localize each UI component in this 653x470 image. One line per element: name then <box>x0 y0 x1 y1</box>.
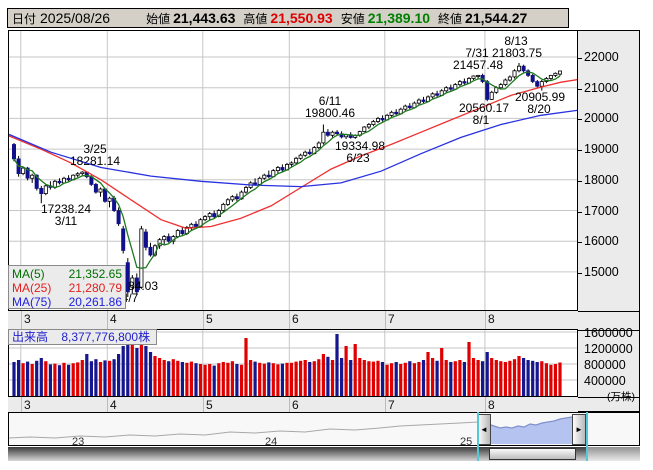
ma25-label: MA(25) <box>12 281 52 295</box>
range-guide-left <box>477 412 479 461</box>
overview-chart <box>9 416 573 444</box>
volume-tick-label: 1200000 <box>584 342 633 356</box>
year-label: 24 <box>265 436 278 448</box>
open-label: 始値 <box>146 11 171 26</box>
price-tick-label: 21000 <box>584 81 619 95</box>
open-value: 21,443.63 <box>173 10 236 26</box>
volume-label: 出来高 <box>12 330 49 344</box>
axis-divider <box>578 330 640 331</box>
volume-chart <box>9 330 577 396</box>
ma5-value: 21,352.65 <box>68 267 122 281</box>
range-guide-right <box>586 412 588 461</box>
month-gridline <box>107 311 108 329</box>
axis-divider <box>578 311 640 312</box>
month-label: 6 <box>292 398 299 412</box>
ma75-row: MA(75) 20,261.86 <box>12 295 125 309</box>
month-gridline <box>289 397 290 412</box>
volume-value: 8,377,776,800株 <box>61 330 151 344</box>
volume-tick-label: 1600000 <box>584 326 633 340</box>
high-label: 高値 <box>243 11 268 26</box>
high-value: 21,550.93 <box>270 10 333 26</box>
month-label: 4 <box>110 398 117 412</box>
month-label: 3 <box>24 398 31 412</box>
month-label: 6 <box>292 312 299 326</box>
volume-tick-label: 400000 <box>584 374 626 388</box>
month-gridline <box>203 397 204 412</box>
ma75-value: 20,261.86 <box>68 295 122 309</box>
right-axis-band: 22000 21000 20000 19000 18000 17000 1600… <box>578 30 640 412</box>
header-bar: 日付 2025/08/26 始値 21,443.63 高値 21,550.93 … <box>7 8 569 28</box>
price-tick <box>578 273 582 274</box>
low-value: 21,389.10 <box>367 10 431 26</box>
ma75-label: MA(75) <box>12 295 52 309</box>
range-left-button[interactable]: ◄ <box>477 414 491 445</box>
range-right-button[interactable]: ► <box>572 414 586 445</box>
date-label: 日付 <box>12 11 37 26</box>
month-label: 5 <box>206 312 213 326</box>
month-label: 7 <box>388 398 395 412</box>
price-tick-label: 15000 <box>584 265 619 279</box>
month-axis-top: 3 4 5 6 7 8 <box>8 311 578 329</box>
price-tick-label: 16000 <box>584 234 619 248</box>
month-label: 3 <box>24 312 31 326</box>
ma25-row: MA(25) 21,280.79 <box>12 281 125 295</box>
ma25-value: 21,280.79 <box>68 281 122 295</box>
year-label: 23 <box>72 436 85 448</box>
volume-tick-label: 800000 <box>584 358 626 372</box>
close-value: 21,544.27 <box>465 10 528 26</box>
price-tick-label: 20000 <box>584 111 619 125</box>
month-gridline <box>385 397 386 412</box>
close-label: 終値 <box>438 11 463 26</box>
price-tick <box>578 89 582 90</box>
month-axis-bottom: 3 4 5 6 7 8 <box>8 397 578 412</box>
volume-unit-label: (万株) <box>607 391 635 403</box>
price-tick <box>578 212 582 213</box>
month-gridline <box>21 311 22 329</box>
price-tick-label: 18000 <box>584 173 619 187</box>
scrollbar-end-section <box>588 447 640 461</box>
price-tick <box>578 181 582 182</box>
scrollbar-thumb[interactable] <box>489 448 576 460</box>
ma-legend: MA(5) 21,352.65 MA(25) 21,280.79 MA(75) … <box>8 265 126 309</box>
price-tick-label: 19000 <box>584 142 619 156</box>
low-label: 安値 <box>340 11 365 26</box>
axis-divider <box>578 397 640 398</box>
volume-label-box: 出来高 8,377,776,800株 <box>8 329 158 345</box>
month-gridline <box>385 311 386 329</box>
month-gridline <box>107 397 108 412</box>
year-label: 25 <box>460 436 473 448</box>
main-chart-panel[interactable] <box>8 30 578 311</box>
month-label: 8 <box>488 398 495 412</box>
candlestick-chart <box>9 31 577 310</box>
price-tick <box>578 150 582 151</box>
ma5-row: MA(5) 21,352.65 <box>12 267 125 281</box>
month-label: 4 <box>110 312 117 326</box>
ma5-label: MA(5) <box>12 267 45 281</box>
price-tick <box>578 242 582 243</box>
price-tick-label: 17000 <box>584 204 619 218</box>
month-label: 5 <box>206 398 213 412</box>
month-gridline <box>21 397 22 412</box>
month-gridline <box>485 311 486 329</box>
month-label: 8 <box>488 312 495 326</box>
price-tick <box>578 119 582 120</box>
price-tick <box>578 58 582 59</box>
right-arrow-icon: ► <box>575 425 583 434</box>
date-value: 2025/08/26 <box>40 10 111 26</box>
horizontal-scrollbar[interactable] <box>8 447 640 461</box>
month-gridline <box>485 397 486 412</box>
month-gridline <box>289 311 290 329</box>
overview-panel[interactable]: 23 24 25 ◄ ► <box>8 412 640 448</box>
month-label: 7 <box>388 312 395 326</box>
left-arrow-icon: ◄ <box>480 425 488 434</box>
month-gridline <box>203 311 204 329</box>
price-tick-label: 22000 <box>584 50 619 64</box>
